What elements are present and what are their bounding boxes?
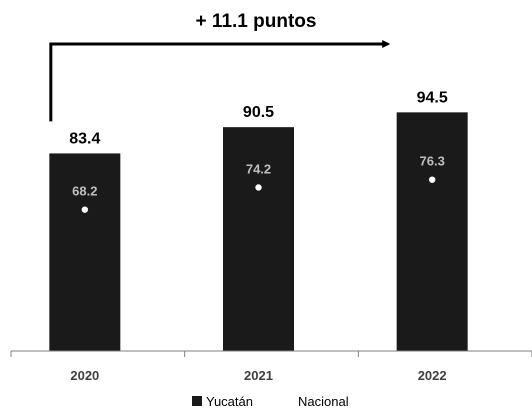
nacional-point-2022 xyxy=(428,176,436,183)
nacional-value-label-2022: 76.3 xyxy=(420,154,445,169)
bar-yucatan-2021 xyxy=(223,127,294,352)
nacional-point-2020 xyxy=(81,206,89,213)
bars-layer: 83.4 68.2 90.5 74.2 94.5 76.3 xyxy=(49,89,468,352)
bar-value-label-2022: 94.5 xyxy=(417,89,448,106)
x-tick-label-2021: 2021 xyxy=(244,368,273,383)
bar-value-label-2020: 83.4 xyxy=(69,130,100,147)
legend-label-nacional: Nacional xyxy=(298,394,349,409)
legend: Yucatán Nacional xyxy=(192,394,349,409)
legend-label-yucatan: Yucatán xyxy=(206,394,253,409)
annotation: + 11.1 puntos xyxy=(49,11,391,122)
x-tick-label-2022: 2022 xyxy=(418,368,447,383)
legend-swatch-yucatan xyxy=(192,396,202,406)
annotation-label: + 11.1 puntos xyxy=(196,11,317,32)
nacional-value-label-2021: 74.2 xyxy=(246,161,271,176)
x-axis: 2020 2021 2022 xyxy=(10,350,532,383)
bar-yucatan-2022 xyxy=(396,112,468,351)
nacional-point-2021 xyxy=(255,184,262,191)
annotation-arrow xyxy=(49,40,391,122)
bar-yucatan-2020 xyxy=(49,153,121,351)
nacional-value-label-2020: 68.2 xyxy=(72,184,97,199)
x-tick-label-2020: 2020 xyxy=(70,368,99,383)
bar-value-label-2021: 90.5 xyxy=(243,104,274,121)
